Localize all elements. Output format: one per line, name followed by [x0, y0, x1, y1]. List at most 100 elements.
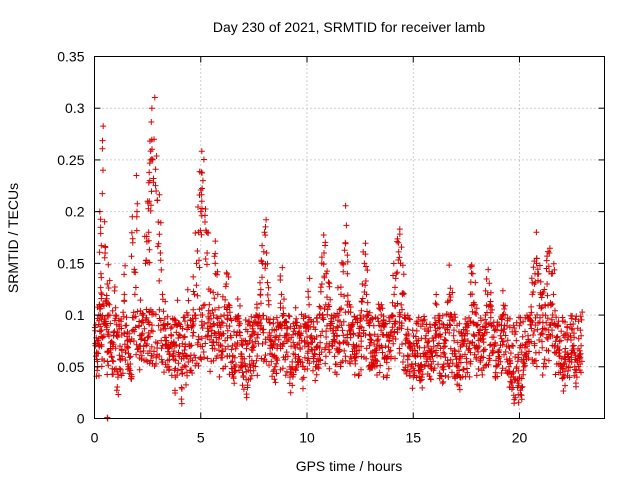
data-point: [96, 317, 103, 324]
data-point: [323, 334, 330, 340]
data-point: [236, 322, 242, 329]
data-point: [202, 340, 209, 347]
data-point: [518, 375, 525, 382]
data-point: [146, 177, 153, 184]
data-point: [102, 250, 109, 256]
data-point: [157, 250, 164, 256]
data-point: [578, 358, 585, 365]
data-point: [479, 371, 486, 378]
data-point: [168, 332, 174, 339]
data-point: [538, 305, 545, 312]
data-point: [472, 309, 479, 316]
data-point: [445, 374, 452, 380]
data-point: [499, 365, 506, 372]
data-point: [208, 332, 215, 339]
data-point: [506, 324, 513, 331]
data-point: [307, 316, 314, 323]
data-point: [363, 291, 370, 298]
data-point: [554, 343, 561, 350]
data-point: [400, 353, 407, 360]
data-point: [127, 361, 134, 367]
data-point: [449, 360, 456, 367]
data-point: [539, 372, 546, 378]
data-point: [267, 319, 273, 326]
data-point: [161, 369, 167, 376]
data-point: [197, 343, 204, 350]
data-point: [577, 354, 584, 361]
data-point: [533, 229, 540, 236]
data-point: [535, 270, 542, 277]
data-point: [452, 314, 459, 321]
y-tick-label: 0.15: [57, 255, 84, 271]
data-point: [282, 356, 289, 363]
data-point: [231, 354, 238, 361]
data-point: [110, 358, 117, 365]
data-point: [164, 313, 171, 320]
data-point: [508, 379, 515, 386]
data-point: [130, 338, 137, 344]
data-point: [181, 362, 188, 369]
data-point: [358, 353, 365, 360]
data-point: [198, 169, 205, 176]
data-point: [544, 292, 551, 299]
ticks-layer: 0 0.05 0.1 0.15 0.2 0.25 0.3 0.35 0 5 10 15 20: [57, 49, 605, 446]
data-point: [212, 250, 219, 257]
data-point: [405, 331, 412, 337]
data-point: [382, 320, 389, 327]
data-point: [157, 327, 164, 333]
data-point: [246, 318, 253, 325]
data-point: [249, 323, 256, 330]
data-point: [415, 367, 422, 374]
data-point: [528, 275, 535, 282]
data-point: [370, 322, 377, 329]
data-point: [542, 301, 548, 308]
data-point: [306, 275, 313, 282]
data-point: [515, 399, 522, 406]
data-point: [316, 345, 323, 351]
data-point: [306, 360, 313, 367]
data-point: [269, 344, 276, 351]
data-point: [94, 367, 101, 374]
data-point: [216, 373, 223, 380]
data-point: [176, 320, 182, 326]
data-point: [358, 324, 365, 331]
data-point: [473, 321, 479, 328]
data-point: [566, 374, 573, 381]
data-point: [495, 353, 502, 360]
data-point: [424, 328, 431, 334]
data-point: [258, 316, 265, 323]
data-point: [437, 331, 443, 338]
data-point: [136, 322, 143, 329]
data-point: [498, 370, 505, 376]
data-point: [270, 368, 277, 375]
data-point: [518, 396, 525, 403]
data-point: [179, 370, 186, 377]
data-point: [509, 342, 515, 349]
data-point: [419, 371, 426, 378]
data-point: [264, 291, 271, 298]
data-point: [192, 315, 199, 322]
data-point: [107, 320, 114, 327]
data-point: [198, 305, 205, 312]
data-point: [388, 353, 395, 360]
data-point: [431, 322, 438, 329]
data-point: [325, 279, 332, 286]
data-point: [531, 340, 538, 347]
data-point: [454, 363, 461, 370]
data-point: [200, 349, 207, 355]
data-point: [337, 284, 344, 291]
data-point: [283, 319, 290, 326]
data-point: [158, 266, 165, 273]
data-point: [312, 326, 319, 333]
data-point: [211, 295, 218, 302]
data-point: [467, 349, 474, 356]
data-point: [333, 371, 340, 378]
data-point: [340, 260, 347, 267]
data-point: [140, 348, 147, 354]
data-point: [308, 332, 315, 339]
data-point: [149, 353, 156, 360]
data-point: [538, 294, 545, 301]
data-point: [471, 301, 478, 308]
data-point: [550, 291, 557, 298]
data-point: [189, 370, 196, 376]
